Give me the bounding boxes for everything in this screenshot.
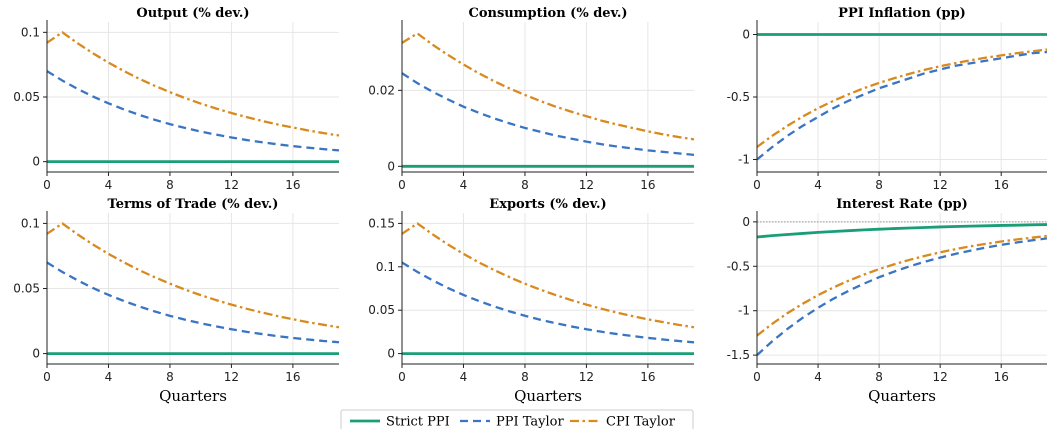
panel-title: Output (% dev.)	[136, 6, 249, 21]
y-tick-label: 0.05	[368, 303, 395, 317]
legend-label: CPI Taylor	[606, 415, 676, 429]
x-tick-label: 8	[875, 178, 883, 192]
y-tick-label: 0.05	[13, 90, 40, 104]
panel-3: 0 4 8 12 16 0 -0.5 -1 PPI Inflation (pp)	[727, 6, 1047, 192]
x-tick-label: 12	[579, 178, 594, 192]
y-tick-label: -1	[738, 153, 750, 167]
x-axis-label: Quarters	[159, 387, 227, 405]
gridlines	[46, 22, 339, 172]
y-tick-label: 0.1	[21, 25, 40, 39]
gridlines	[46, 213, 339, 364]
y-tick-label: 0	[387, 159, 395, 173]
panel-title: Consumption (% dev.)	[469, 6, 628, 21]
series-line-cpi-taylor	[46, 31, 340, 137]
series-line-cpi-taylor	[756, 234, 1047, 337]
panel-4: 0 4 8 12 16 0 0.05 0.1 Terms of Trade (% dev.) Qu…	[13, 197, 340, 405]
y-tick-label: 0.15	[368, 216, 395, 230]
x-tick-label: 0	[43, 370, 51, 384]
legend-label: PPI Taylor	[496, 415, 565, 429]
x-tick-label: 4	[105, 370, 113, 384]
y-tick-label: -1	[738, 304, 750, 318]
x-tick-label: 0	[753, 370, 761, 384]
x-axis-label: Quarters	[514, 387, 582, 405]
x-tick-label: 16	[994, 370, 1009, 384]
x-tick-label: 8	[521, 370, 529, 384]
y-tick-label: 0.1	[21, 216, 40, 230]
x-tick-label: 12	[224, 178, 239, 192]
series-line-cpi-taylor	[756, 48, 1047, 148]
x-axis-label: Quarters	[868, 387, 936, 405]
panel-6: 0 4 8 12 16 0 -0.5 -1 -1.5 Interest Rate (pp) Quar…	[727, 197, 1047, 405]
x-tick-label: 0	[43, 178, 51, 192]
y-tick-label: -0.5	[727, 90, 750, 104]
y-tick-label: -1.5	[727, 348, 750, 362]
panel-title: Exports (% dev.)	[489, 197, 606, 212]
panel-1: 0 4 8 12 16 0 0.05 0.1 Output (% dev.)	[13, 6, 340, 192]
panels: 0 4 8 12 16 0 0.05 0.1 Output (% dev.) 0 4 8 12 16 0 0.…	[13, 6, 1047, 405]
x-tick-label: 4	[460, 178, 468, 192]
x-tick-label: 12	[933, 178, 948, 192]
x-tick-label: 16	[285, 370, 300, 384]
panel-title: Interest Rate (pp)	[836, 197, 968, 212]
x-tick-label: 8	[166, 370, 174, 384]
y-tick-label: 0	[742, 215, 750, 229]
x-tick-label: 4	[105, 178, 113, 192]
gridlines	[756, 213, 1047, 364]
x-tick-label: 8	[521, 178, 529, 192]
series-line-cpi-taylor	[401, 32, 695, 141]
series-line-ppi-taylor	[756, 50, 1047, 161]
gridlines	[401, 213, 694, 364]
series-line-cpi-taylor	[401, 222, 695, 329]
y-tick-label: 0.05	[13, 282, 40, 296]
x-tick-label: 12	[579, 370, 594, 384]
x-tick-label: 4	[814, 178, 822, 192]
y-tick-label: 0.02	[368, 83, 395, 97]
gridlines	[756, 22, 1047, 172]
y-tick-label: 0	[387, 347, 395, 361]
y-tick-label: 0.1	[376, 260, 395, 274]
series-line-strict-ppi	[756, 223, 1047, 239]
legend-label: Strict PPI	[386, 415, 450, 429]
x-tick-label: 16	[994, 178, 1009, 192]
x-tick-label: 4	[460, 370, 468, 384]
x-tick-label: 12	[224, 370, 239, 384]
legend: Strict PPI PPI Taylor CPI Taylor	[340, 409, 694, 429]
y-tick-label: 0	[32, 347, 40, 361]
x-tick-label: 0	[753, 178, 761, 192]
x-tick-label: 4	[814, 370, 822, 384]
x-tick-label: 0	[398, 370, 406, 384]
series-line-ppi-taylor	[46, 70, 340, 152]
x-tick-label: 16	[285, 178, 300, 192]
series-line-ppi-taylor	[46, 261, 340, 344]
x-tick-label: 16	[640, 178, 655, 192]
legend-box	[340, 409, 694, 429]
y-tick-label: 0	[32, 155, 40, 169]
y-tick-label: -0.5	[727, 259, 750, 273]
x-tick-label: 8	[166, 178, 174, 192]
x-tick-label: 12	[933, 370, 948, 384]
y-tick-label: 0	[742, 28, 750, 42]
series-line-ppi-taylor	[401, 261, 695, 344]
panel-title: PPI Inflation (pp)	[838, 6, 966, 21]
x-tick-label: 16	[640, 370, 655, 384]
panel-title: Terms of Trade (% dev.)	[108, 197, 279, 212]
series-line-cpi-taylor	[46, 222, 340, 329]
panel-5: 0 4 8 12 16 0 0.05 0.1 0.15 Exports (% dev.) Quart…	[368, 197, 695, 405]
panel-2: 0 4 8 12 16 0 0.02 Consumption (% dev.)	[368, 6, 695, 192]
series-line-ppi-taylor	[756, 237, 1047, 356]
x-tick-label: 0	[398, 178, 406, 192]
series-line-ppi-taylor	[401, 72, 695, 157]
x-tick-label: 8	[875, 370, 883, 384]
